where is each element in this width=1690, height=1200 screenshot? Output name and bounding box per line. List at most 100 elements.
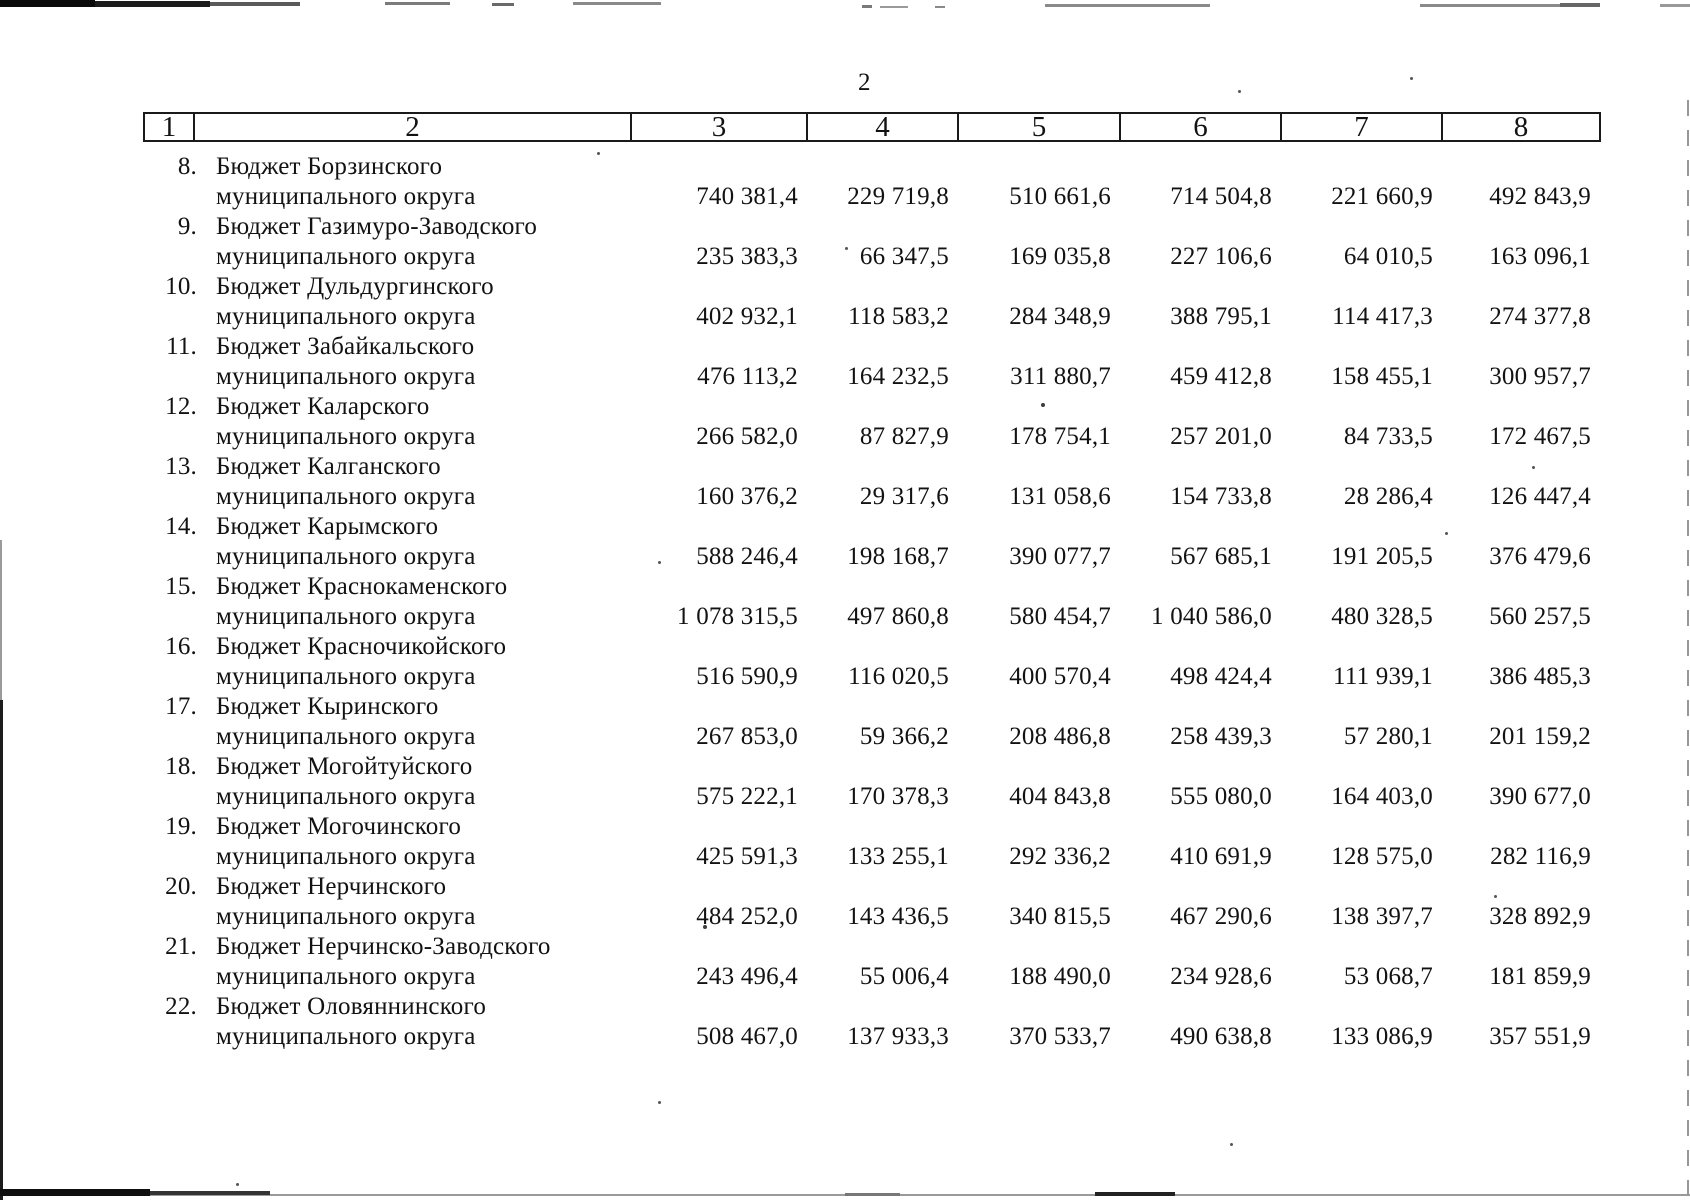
scan-speck bbox=[703, 925, 707, 929]
value-col-3: 425 591,3 bbox=[696, 843, 798, 870]
row-name-line2: муниципального округа bbox=[216, 543, 476, 570]
row-line-2: муниципального округа 1 078 315,5 497 860,… bbox=[143, 602, 1599, 632]
value-col-6: 234 928,6 bbox=[1170, 963, 1272, 990]
row-number: 16. bbox=[165, 633, 197, 660]
value-col-3: 588 246,4 bbox=[696, 543, 798, 570]
table-row: 8. Бюджет Борзинского муниципального округ… bbox=[143, 152, 1599, 212]
scan-artifact-left-line bbox=[0, 700, 3, 1200]
scan-artifact-top-dash bbox=[385, 2, 450, 5]
table-row: 18. Бюджет Могойтуйского муниципального ок… bbox=[143, 752, 1599, 812]
value-col-3: 243 496,4 bbox=[696, 963, 798, 990]
scan-artifact-bottom-bar bbox=[0, 1189, 150, 1196]
row-number: 19. bbox=[165, 813, 197, 840]
scan-speck bbox=[658, 1101, 661, 1104]
scan-artifact-right-line bbox=[1687, 100, 1689, 1200]
row-number-spacer bbox=[143, 962, 205, 992]
row-name-line1: Бюджет Карымского bbox=[216, 513, 439, 540]
scan-speck bbox=[1230, 1143, 1233, 1146]
table-row: 14. Бюджет Карымского муниципального округ… bbox=[143, 512, 1599, 572]
header-cell-8: 8 bbox=[1441, 112, 1601, 142]
row-name-line1: Бюджет Калганского bbox=[216, 453, 441, 480]
value-col-8: 560 257,5 bbox=[1489, 603, 1591, 630]
value-col-6: 388 795,1 bbox=[1170, 303, 1272, 330]
row-name-line1: Бюджет Каларского bbox=[216, 393, 430, 420]
value-col-6: 490 638,8 bbox=[1170, 1023, 1272, 1050]
header-cell-4: 4 bbox=[806, 112, 959, 142]
row-line-1: 12. Бюджет Каларского bbox=[143, 392, 1599, 422]
table-row: 17. Бюджет Кыринского муниципального округ… bbox=[143, 692, 1599, 752]
row-line-1: 9. Бюджет Газимуро-Заводского bbox=[143, 212, 1599, 242]
value-col-8: 163 096,1 bbox=[1489, 243, 1591, 270]
value-col-5: 208 486,8 bbox=[1009, 723, 1111, 750]
value-col-6: 1 040 586,0 bbox=[1151, 603, 1272, 630]
row-name-line1: Бюджет Красночикойского bbox=[216, 633, 507, 660]
value-col-3: 740 381,4 bbox=[696, 183, 798, 210]
row-number: 20. bbox=[165, 873, 197, 900]
value-col-7: 114 417,3 bbox=[1332, 303, 1433, 330]
value-col-5: 311 880,7 bbox=[1010, 363, 1111, 390]
row-name-line2: муниципального округа bbox=[216, 303, 476, 330]
row-name-line1: Бюджет Дульдургинского bbox=[216, 273, 494, 300]
value-col-4: 137 933,3 bbox=[847, 1023, 949, 1050]
row-line-2: муниципального округа 266 582,0 87 827,9 17… bbox=[143, 422, 1599, 452]
row-name-line2: муниципального округа bbox=[216, 603, 476, 630]
row-line-2: муниципального округа 740 381,4 229 719,8 5… bbox=[143, 182, 1599, 212]
row-line-2: муниципального округа 575 222,1 170 378,3 4… bbox=[143, 782, 1599, 812]
scan-speck bbox=[1041, 403, 1045, 407]
row-number-spacer bbox=[143, 242, 205, 272]
value-col-8: 390 677,0 bbox=[1489, 783, 1591, 810]
row-name-line2: муниципального округа bbox=[216, 1023, 476, 1050]
row-line-2: муниципального округа 160 376,2 29 317,6 13… bbox=[143, 482, 1599, 512]
value-col-4: 87 827,9 bbox=[859, 423, 949, 450]
value-col-7: 133 086,9 bbox=[1331, 1023, 1433, 1050]
row-line-1: 22. Бюджет Оловяннинского bbox=[143, 992, 1599, 1022]
table-row: 15. Бюджет Краснокаменского муниципального… bbox=[143, 572, 1599, 632]
value-col-7: 28 286,4 bbox=[1343, 483, 1433, 510]
row-name-line1: Бюджет Могочинского bbox=[216, 813, 462, 840]
row-line-2: муниципального округа 588 246,4 198 168,7 3… bbox=[143, 542, 1599, 572]
scan-artifact-bottom-bar bbox=[1095, 1192, 1175, 1196]
scan-speck bbox=[1408, 1041, 1411, 1044]
value-col-7: 221 660,9 bbox=[1331, 183, 1433, 210]
scan-artifact-top-dash bbox=[1560, 3, 1600, 7]
row-number-spacer bbox=[143, 542, 205, 572]
value-col-8: 492 843,9 bbox=[1489, 183, 1591, 210]
value-col-5: 292 336,2 bbox=[1009, 843, 1111, 870]
value-col-5: 178 754,1 bbox=[1009, 423, 1111, 450]
scan-artifact-top-dash bbox=[1045, 4, 1210, 7]
value-col-8: 300 957,7 bbox=[1489, 363, 1591, 390]
row-number: 17. bbox=[165, 693, 197, 720]
value-col-6: 227 106,6 bbox=[1170, 243, 1272, 270]
scan-artifact-top-bar bbox=[0, 0, 95, 7]
value-col-8: 274 377,8 bbox=[1489, 303, 1591, 330]
value-col-6: 498 424,4 bbox=[1170, 663, 1272, 690]
value-col-3: 1 078 315,5 bbox=[677, 603, 798, 630]
row-number-spacer bbox=[143, 842, 205, 872]
row-line-2: муниципального округа 235 383,3 66 347,5 16… bbox=[143, 242, 1599, 272]
value-col-5: 390 077,7 bbox=[1009, 543, 1111, 570]
row-line-1: 14. Бюджет Карымского bbox=[143, 512, 1599, 542]
scan-artifact-top-dash bbox=[1660, 4, 1690, 7]
value-col-3: 575 222,1 bbox=[696, 783, 798, 810]
row-line-2: муниципального округа 402 932,1 118 583,2 2… bbox=[143, 302, 1599, 332]
value-col-8: 172 467,5 bbox=[1489, 423, 1591, 450]
row-line-1: 17. Бюджет Кыринского bbox=[143, 692, 1599, 722]
value-col-7: 57 280,1 bbox=[1343, 723, 1433, 750]
row-name-line2: муниципального округа bbox=[216, 363, 476, 390]
header-cell-6: 6 bbox=[1119, 112, 1282, 142]
scan-artifact-left-line bbox=[0, 540, 2, 700]
value-col-3: 267 853,0 bbox=[696, 723, 798, 750]
row-name-line2: муниципального округа bbox=[216, 423, 476, 450]
value-col-4: 170 378,3 bbox=[847, 783, 949, 810]
row-line-2: муниципального округа 484 252,0 143 436,5 3… bbox=[143, 902, 1599, 932]
value-col-5: 340 815,5 bbox=[1009, 903, 1111, 930]
table-row: 20. Бюджет Нерчинского муниципального окру… bbox=[143, 872, 1599, 932]
row-name-line1: Бюджет Краснокаменского bbox=[216, 573, 508, 600]
scan-artifact-top-dash bbox=[880, 6, 908, 8]
row-number-spacer bbox=[143, 1022, 205, 1052]
value-col-4: 116 020,5 bbox=[848, 663, 949, 690]
value-col-3: 484 252,0 bbox=[696, 903, 798, 930]
value-col-5: 131 058,6 bbox=[1009, 483, 1111, 510]
value-col-7: 164 403,0 bbox=[1331, 783, 1433, 810]
row-number: 10. bbox=[165, 273, 197, 300]
